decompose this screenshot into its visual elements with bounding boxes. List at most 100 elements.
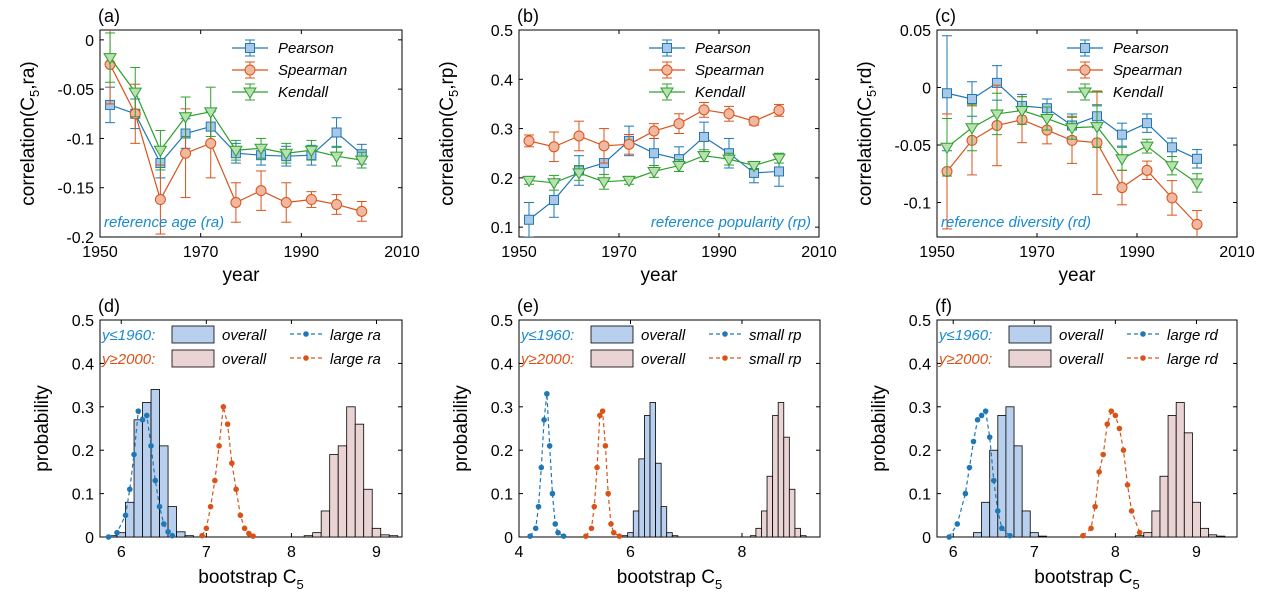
line-late-point (605, 490, 611, 497)
legend-line-label: large rd (1167, 327, 1219, 344)
legend-label: Pearson (1113, 40, 1169, 57)
legend: y≤1960: overall large ra y≥2000: overall larg… (101, 325, 381, 368)
line-early-point (954, 521, 961, 527)
y-tick-label: -0.2 (66, 230, 94, 247)
line-late-point (1120, 447, 1127, 454)
bar-late (749, 535, 757, 538)
line-early-point (552, 521, 559, 527)
line-late-point (203, 525, 210, 532)
panel-label: (e) (517, 296, 539, 316)
legend-dot (303, 331, 309, 337)
line-early-point (544, 390, 550, 397)
x-tick-label: 6 (626, 544, 635, 561)
bar-early (150, 389, 160, 538)
y-tick-label: 0.1 (72, 487, 94, 504)
legend-label: Pearson (695, 40, 751, 57)
square-marker (699, 131, 709, 142)
circle-marker (205, 137, 217, 149)
bar-late (783, 436, 790, 538)
x-axis-title: bootstrap C5 (198, 567, 303, 592)
bar-early (973, 532, 982, 538)
legend-overall-label: overall (1059, 327, 1104, 344)
bar-late (303, 535, 314, 538)
circle-marker (723, 108, 735, 120)
bar-early (655, 462, 662, 538)
legend-line-label: large ra (330, 351, 381, 368)
x-axis-title: bootstrap C5 (617, 567, 722, 592)
bar-late (794, 527, 801, 538)
line-early-point (546, 443, 553, 449)
square-marker (649, 148, 659, 159)
circle-marker (1079, 64, 1091, 76)
y-tick-label: -0.05 (58, 82, 95, 99)
legend-label: Spearman (1113, 62, 1182, 79)
bar-early (142, 402, 152, 538)
y-tick-label: 0.4 (909, 356, 931, 373)
line-late-point (591, 503, 598, 510)
line-late-point (1116, 425, 1123, 432)
line-early-point (560, 533, 567, 539)
square-marker (942, 88, 952, 99)
y-tick-label: 0.5 (909, 313, 931, 330)
line-early-point (986, 434, 993, 440)
legend-label: Pearson (278, 40, 334, 57)
line-late-point (229, 460, 235, 467)
y-tick-label: -0.1 (903, 196, 931, 213)
line-early-point (974, 417, 981, 423)
line-early-point (156, 503, 163, 510)
triangle-marker (647, 166, 661, 179)
y-tick-label: -0.05 (895, 138, 932, 155)
y-tick-label: 0 (85, 33, 94, 50)
x-tick-label: 1990 (1119, 244, 1155, 261)
y-tick-label: -0.1 (66, 131, 94, 148)
line-early-point (555, 529, 561, 536)
y-tick-label: 0.5 (72, 313, 94, 330)
circle-marker (180, 147, 192, 159)
bar-late (380, 534, 390, 538)
line-early-point (105, 534, 112, 540)
legend-period-tag: y≥2000: (520, 351, 574, 368)
triangle-marker (243, 87, 257, 99)
line-late-point (246, 530, 252, 537)
triangle-marker (1165, 161, 1179, 173)
x-tick-label: 7 (202, 544, 211, 561)
x-tick-label: 2010 (1219, 244, 1255, 261)
circle-marker (573, 130, 585, 142)
triangle-marker (1065, 123, 1079, 135)
square-marker (662, 43, 672, 53)
bar-late (1192, 501, 1201, 538)
legend-overall-label: overall (222, 351, 267, 368)
legend-label: Kendall (695, 84, 746, 101)
bar-late (1200, 527, 1210, 538)
line-late-point (608, 521, 614, 527)
legend: y≤1960: overall large rd y≥2000: overall larg… (938, 325, 1219, 368)
line-late-point (1096, 469, 1102, 475)
circle-marker (280, 197, 292, 208)
legend-dot (722, 331, 728, 337)
line-early-point (169, 532, 176, 539)
circle-marker (548, 141, 560, 153)
bar-early (1021, 510, 1031, 538)
line-early-point (946, 534, 952, 540)
line-late-point (1100, 451, 1107, 458)
line-late-point (237, 512, 244, 519)
x-tick-label: 2010 (801, 244, 837, 261)
y-tick-label: 0.4 (491, 356, 513, 373)
square-marker (1117, 129, 1127, 140)
line-late-point (1124, 482, 1131, 488)
triangle-marker (940, 142, 954, 155)
line-late-point (1080, 532, 1086, 539)
bars-area (527, 390, 807, 539)
y-tick-label: 0.2 (491, 171, 513, 188)
triangle-marker (672, 161, 686, 173)
line-late-point (199, 532, 205, 539)
line-late-point (241, 525, 248, 532)
legend-bar-swatch (1008, 325, 1052, 344)
y-tick-label: 0.1 (491, 220, 513, 237)
legend-bar-swatch (590, 325, 634, 344)
square-marker (774, 166, 784, 177)
x-tick-label: 1950 (919, 244, 955, 261)
bar-late (354, 423, 365, 538)
y-tick-label: 0.2 (909, 443, 931, 460)
x-tick-label: 8 (1111, 544, 1120, 561)
